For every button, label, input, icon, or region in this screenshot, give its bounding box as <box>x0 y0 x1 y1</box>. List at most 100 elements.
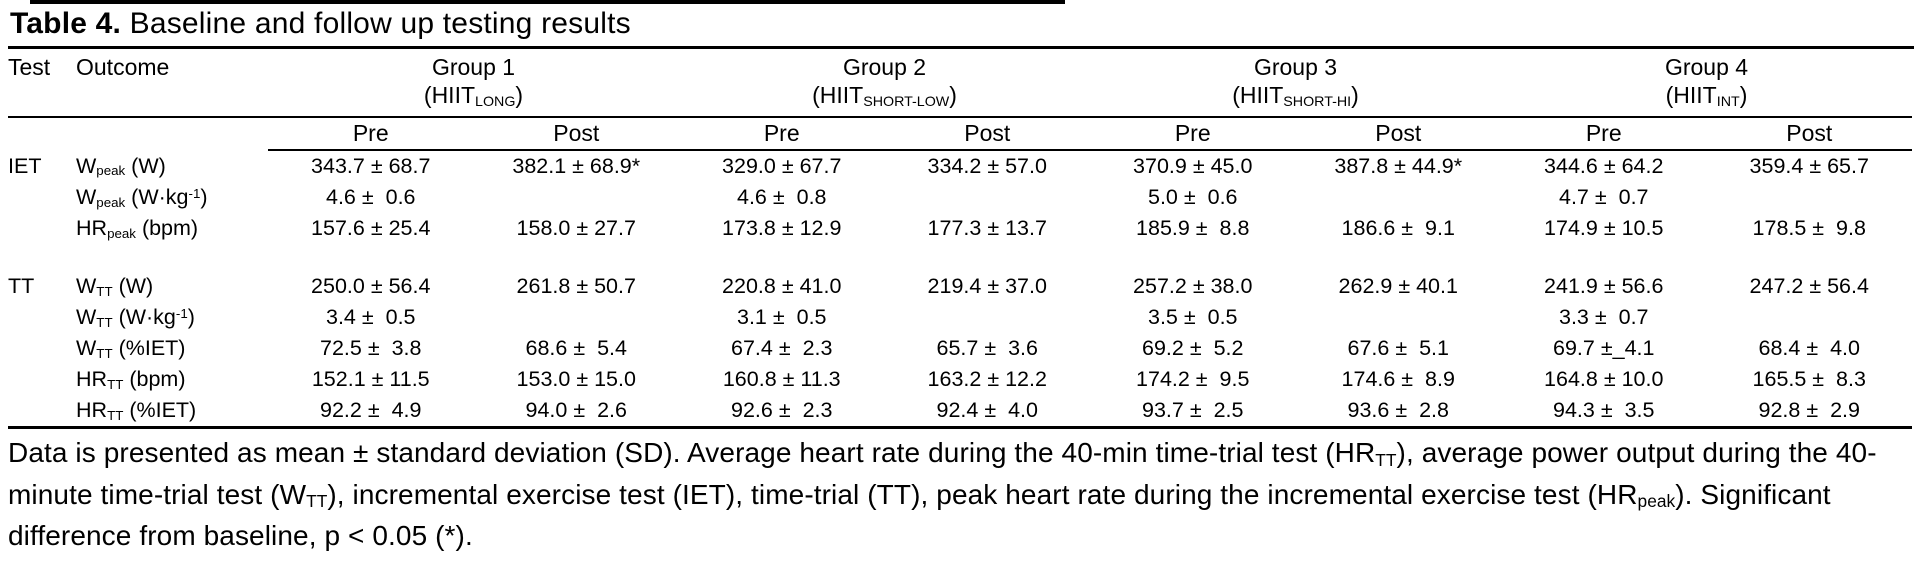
value-cell: 370.9 ± 45.0 <box>1133 154 1253 178</box>
value-cell: 257.2 ± 38.0 <box>1133 274 1253 298</box>
superscript-text: -1 <box>175 306 188 322</box>
group-header-3: Group 3 (HIITSHORT-HI) <box>1090 49 1501 118</box>
text-part: ). Significant difference from baseline,… <box>8 478 1831 552</box>
value-cell: 92.6 ± 2.3 <box>731 398 833 422</box>
text-part: (W) <box>112 274 154 298</box>
cropped-top-rule <box>30 0 1065 4</box>
post-header-group-2: Post <box>884 117 1090 151</box>
group-header-row: Test Outcome Group 1 (HIITLONG) Group 2 (HI… <box>8 49 1912 118</box>
value-cell: 69.2 ± 5.2 <box>1142 336 1244 360</box>
value-cell: 68.6 ± 5.4 <box>525 336 627 360</box>
subscript-text: peak <box>107 225 136 241</box>
value-cell: 158.0 ± 27.7 <box>516 216 636 240</box>
value-cell: 152.1 ± 11.5 <box>311 367 430 391</box>
value-cell: 262.9 ± 40.1 <box>1338 274 1458 298</box>
text-part: (bpm) <box>123 367 186 391</box>
value-cell: 92.8 ± 2.9 <box>1758 398 1860 422</box>
group-abbreviation: (HIITSHORT-LOW) <box>679 81 1090 113</box>
value-cell: 65.7 ± 3.6 <box>936 336 1038 360</box>
subscript-text: TT <box>107 376 124 392</box>
value-cell <box>474 182 680 213</box>
text-part: ) <box>949 82 957 108</box>
outcome-label-cell: WTT (W) <box>76 271 268 302</box>
value-cell: 186.6 ± 9.1 <box>1341 216 1455 240</box>
value-cell: 219.4 ± 37.0 <box>927 274 1047 298</box>
outcome-label-cell: HRpeak (bpm) <box>76 213 268 244</box>
text-part: HR <box>76 216 108 240</box>
value-cell: 3.1 ± 0.5 <box>737 305 827 329</box>
text-part: (HIIT <box>812 82 864 108</box>
group-name: Group 1 <box>431 54 516 80</box>
empty-header-cell <box>76 117 268 150</box>
test-label-cell: IET <box>8 153 42 178</box>
value-cell <box>1707 302 1913 333</box>
group-name: Group 3 <box>1253 54 1338 80</box>
post-header-group-3: Post <box>1295 117 1501 151</box>
pre-header-group-2: Pre <box>679 117 885 151</box>
table-body: IET Wpeak (W) 343.7 ± 68.7 382.1 ± 68.9* 329… <box>8 150 1912 428</box>
value-cell: 241.9 ± 56.6 <box>1544 274 1664 298</box>
value-cell: 173.8 ± 12.9 <box>722 216 842 240</box>
table-footnote: Data is presented as mean ± standard dev… <box>8 434 1914 556</box>
text-part: (W·kg <box>125 185 189 209</box>
text-part: (%IET) <box>112 336 186 360</box>
subscript-text: peak <box>1637 491 1676 512</box>
text-part: W <box>76 274 97 298</box>
text-part: (HIIT <box>1232 82 1284 108</box>
pre-header-group-1: Pre <box>268 117 474 151</box>
group-name: Group 4 <box>1664 54 1749 80</box>
text-part: (HIIT <box>1665 82 1717 108</box>
value-cell: 334.2 ± 57.0 <box>927 154 1047 178</box>
table-row: TT WTT (W) 250.0 ± 56.4 261.8 ± 50.7 220.8 ±… <box>8 271 1912 302</box>
value-cell: 92.2 ± 4.9 <box>320 398 422 422</box>
test-label-cell: TT <box>8 274 35 298</box>
results-table: Test Outcome Group 1 (HIITLONG) Group 2 (HI… <box>8 49 1912 429</box>
text-part: (W) <box>125 153 166 178</box>
value-cell: 69.7 ±_4.1 <box>1553 336 1655 360</box>
text-part: Data is presented as mean ± standard dev… <box>8 437 1376 468</box>
test-label-cell <box>8 395 76 428</box>
group-header-2: Group 2 (HIITSHORT-LOW) <box>679 49 1090 118</box>
test-label-cell <box>8 213 76 244</box>
value-cell: 174.2 ± 9.5 <box>1136 367 1250 391</box>
text-part: W <box>76 185 97 209</box>
test-label-cell <box>8 333 76 364</box>
subscript-text: TT <box>107 407 124 423</box>
text-part: ), incremental exercise test (IET), time… <box>327 478 1638 510</box>
value-cell <box>885 302 1091 333</box>
value-cell: 3.4 ± 0.5 <box>326 305 416 329</box>
value-cell: 93.7 ± 2.5 <box>1142 398 1244 422</box>
text-part: (%IET) <box>123 398 197 422</box>
table-title-text: Baseline and follow up testing results <box>121 7 631 40</box>
value-cell <box>1296 302 1502 333</box>
value-cell: 164.8 ± 10.0 <box>1544 367 1664 391</box>
post-header-group-1: Post <box>473 117 679 151</box>
text-part: ) <box>515 82 524 108</box>
text-part: ) <box>187 305 195 329</box>
value-cell <box>885 182 1091 213</box>
table-row: HRpeak (bpm) 157.6 ± 25.4 158.0 ± 27.7 173.… <box>8 213 1912 244</box>
value-cell: 67.6 ± 5.1 <box>1347 336 1449 360</box>
table-row: WTT (W·kg-1) 3.4 ± 0.5 3.1 ± 0.5 3.5 ± 0.5 3… <box>8 302 1912 333</box>
text-part: W <box>76 305 97 329</box>
subscript-text: peak <box>96 194 126 210</box>
value-cell: 343.7 ± 68.7 <box>311 154 431 178</box>
text-part: (HIIT <box>423 82 476 108</box>
value-cell: 4.7 ± 0.7 <box>1559 185 1649 209</box>
test-label-cell <box>8 182 76 213</box>
value-cell: 67.4 ± 2.3 <box>731 336 833 360</box>
table-row: WTT (%IET) 72.5 ± 3.8 68.6 ± 5.4 67.4 ± 2.3… <box>8 333 1912 364</box>
table-row: HRTT (bpm) 152.1 ± 11.5 153.0 ± 15.0 160.8 … <box>8 364 1912 395</box>
value-cell: 4.6 ± 0.6 <box>326 185 416 209</box>
value-cell <box>1707 182 1913 213</box>
group-header-1: Group 1 (HIITLONG) <box>268 49 679 118</box>
outcome-label-cell: HRTT (%IET) <box>76 395 268 428</box>
table-title: Table 4. Baseline and follow up testing … <box>8 0 1914 49</box>
column-header-outcome: Outcome <box>76 49 268 118</box>
column-header-test: Test <box>8 49 76 118</box>
value-cell: 160.8 ± 11.3 <box>722 367 841 391</box>
text-part: ) <box>200 185 208 209</box>
text-part: ) <box>1739 82 1748 108</box>
text-part: W <box>76 153 97 178</box>
group-name: Group 2 <box>842 54 927 80</box>
